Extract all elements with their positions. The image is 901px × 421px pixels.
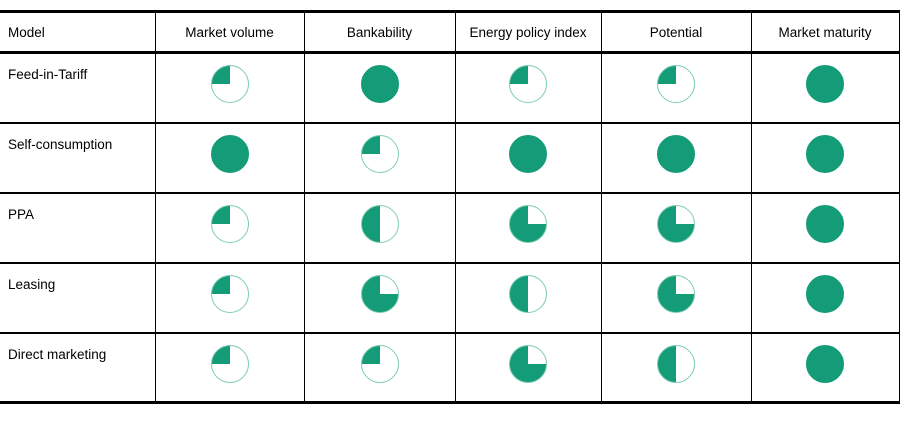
header-cell: Potential <box>600 11 751 54</box>
harvey-ball <box>509 204 547 243</box>
row-label: Leasing <box>0 261 155 333</box>
harvey-ball <box>806 134 844 173</box>
table-row: Direct marketing <box>0 331 899 403</box>
harvey-ball <box>806 65 844 103</box>
header-cell-model: Model <box>0 11 155 54</box>
harvey-ball <box>657 134 695 173</box>
table-row: Feed-in-Tariff <box>0 52 899 123</box>
score-cell <box>454 191 601 263</box>
header-cell: Market maturity <box>750 11 899 54</box>
score-cell <box>600 331 751 403</box>
score-cell <box>154 331 304 403</box>
harvey-ball <box>509 65 547 103</box>
harvey-ball <box>360 344 399 383</box>
harvey-ball <box>210 65 249 103</box>
harvey-ball <box>657 274 695 313</box>
score-cell <box>154 121 304 193</box>
score-cell <box>454 331 601 403</box>
harvey-ball <box>806 204 844 243</box>
score-cell <box>154 191 304 263</box>
harvey-ball <box>657 344 695 383</box>
score-cell <box>454 261 601 333</box>
harvey-ball <box>360 204 399 243</box>
header-row: Model Market volume Bankability Energy poli… <box>0 11 899 54</box>
row-label: PPA <box>0 191 155 263</box>
harvey-ball <box>210 204 249 243</box>
harvey-ball <box>806 344 844 383</box>
table-body: Feed-in-Tariff Self-consumption PPA Leasing… <box>0 52 899 403</box>
score-cell <box>154 52 304 123</box>
harvey-ball <box>509 274 547 313</box>
harvey-ball <box>509 134 547 173</box>
score-cell <box>303 121 455 193</box>
comparison-table: Model Market volume Bankability Energy poli… <box>0 10 900 404</box>
harvey-ball <box>210 134 249 173</box>
table-header: Model Market volume Bankability Energy poli… <box>0 11 899 54</box>
score-cell <box>750 121 899 193</box>
header-cell: Energy policy index <box>454 11 601 54</box>
harvey-ball <box>210 274 249 313</box>
header-cell: Market volume <box>154 11 304 54</box>
harvey-ball <box>806 274 844 313</box>
harvey-ball <box>657 204 695 243</box>
score-cell <box>750 52 899 123</box>
score-cell <box>600 261 751 333</box>
harvey-ball <box>360 274 399 313</box>
score-cell <box>154 261 304 333</box>
score-cell <box>303 261 455 333</box>
score-cell <box>454 121 601 193</box>
score-cell <box>303 331 455 403</box>
harvey-ball <box>210 344 249 383</box>
score-cell <box>750 261 899 333</box>
harvey-ball <box>509 344 547 383</box>
score-cell <box>303 191 455 263</box>
table-row: Self-consumption <box>0 121 899 193</box>
score-cell <box>600 52 751 123</box>
table-row: Leasing <box>0 261 899 333</box>
harvey-ball-comparison: Model Market volume Bankability Energy poli… <box>0 10 900 404</box>
harvey-ball <box>360 65 399 103</box>
row-label: Direct marketing <box>0 331 155 403</box>
score-cell <box>750 331 899 403</box>
row-label: Self-consumption <box>0 121 155 193</box>
score-cell <box>303 52 455 123</box>
score-cell <box>600 121 751 193</box>
harvey-ball <box>657 65 695 103</box>
score-cell <box>600 191 751 263</box>
harvey-ball <box>360 134 399 173</box>
header-cell: Bankability <box>303 11 455 54</box>
score-cell <box>454 52 601 123</box>
score-cell <box>750 191 899 263</box>
table-row: PPA <box>0 191 899 263</box>
row-label: Feed-in-Tariff <box>8 67 88 82</box>
